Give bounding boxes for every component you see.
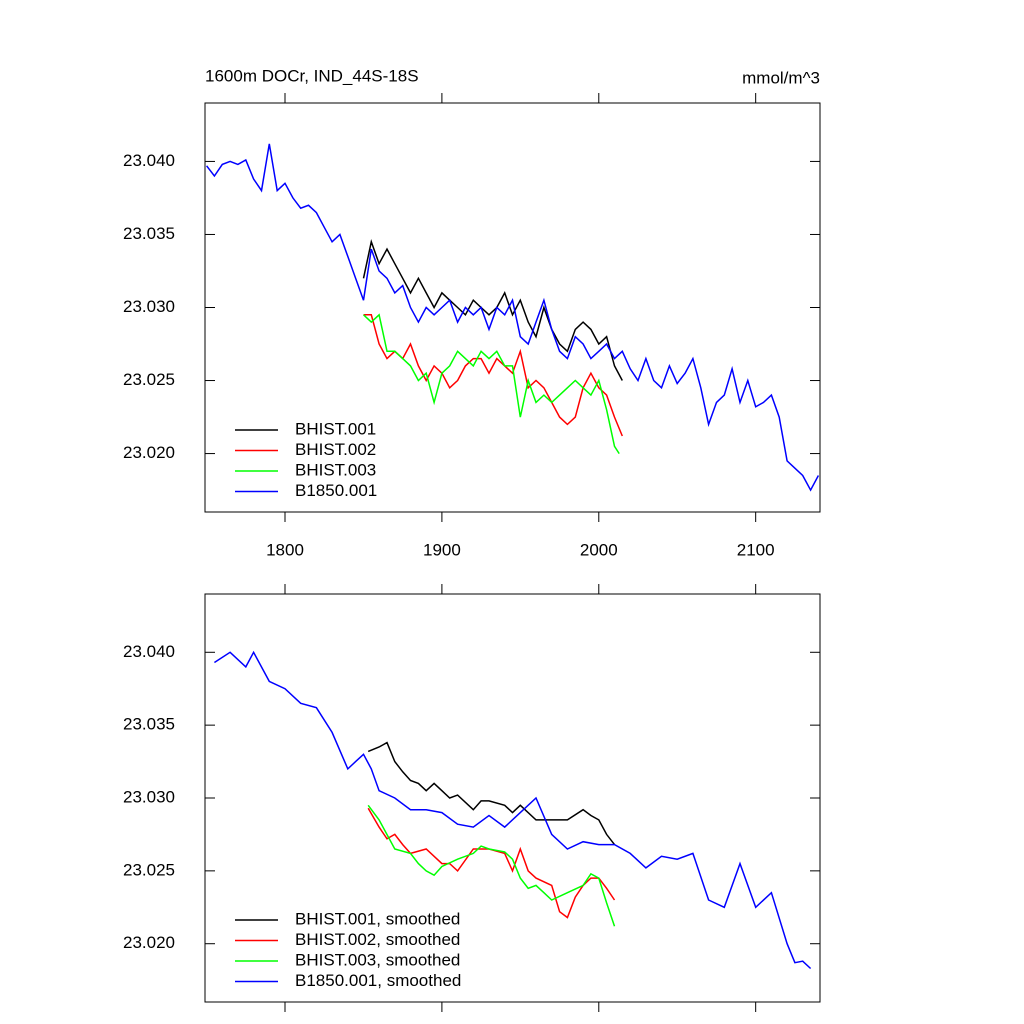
legend-label: B1850.001 xyxy=(295,481,377,500)
legend-label: BHIST.002, smoothed xyxy=(295,930,460,949)
x-tick-label: 1900 xyxy=(423,540,461,559)
y-tick-label: 23.030 xyxy=(123,297,175,316)
series-line xyxy=(362,313,620,455)
y-tick-label: 23.025 xyxy=(123,370,175,389)
series-line xyxy=(367,804,616,927)
y-tick-label: 23.025 xyxy=(123,860,175,879)
series-line xyxy=(206,143,820,492)
y-tick-label: 23.040 xyxy=(123,151,175,170)
x-tick-label: 2100 xyxy=(737,540,775,559)
legend-label: BHIST.003, smoothed xyxy=(295,950,460,969)
legend-label: BHIST.002 xyxy=(295,440,376,459)
legend-label: B1850.001, smoothed xyxy=(295,971,461,990)
y-tick-label: 23.030 xyxy=(123,787,175,806)
y-tick-label: 23.040 xyxy=(123,642,175,661)
y-tick-label: 23.020 xyxy=(123,933,175,952)
legend-label: BHIST.003 xyxy=(295,460,376,479)
series-line xyxy=(363,314,623,437)
legend-label: BHIST.001 xyxy=(295,419,376,438)
series-line xyxy=(362,239,623,381)
y-tick-label: 23.035 xyxy=(123,715,175,734)
y-tick-label: 23.035 xyxy=(123,224,175,243)
series-line xyxy=(367,807,616,919)
units-label: mmol/m^3 xyxy=(742,68,820,87)
legend-label: BHIST.001, smoothed xyxy=(295,909,460,928)
series-line xyxy=(367,741,616,846)
chart-title: 1600m DOCr, IND_44S-18S xyxy=(205,66,419,85)
x-tick-label: 1800 xyxy=(266,540,304,559)
x-tick-label: 2000 xyxy=(580,540,618,559)
series-line xyxy=(213,650,812,970)
y-tick-label: 23.020 xyxy=(123,443,175,462)
